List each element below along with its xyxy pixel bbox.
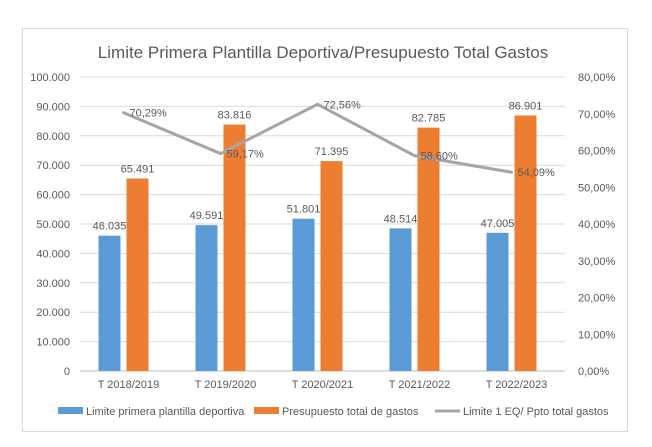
y-right-tick-label: 60,00% (578, 146, 616, 158)
y-left-tick-label: 10.000 (36, 337, 70, 349)
y-left-tick-label: 80.000 (36, 131, 70, 143)
y-right-tick-label: 20,00% (578, 293, 616, 305)
y-left-tick-label: 50.000 (36, 219, 70, 231)
line-point (219, 152, 222, 156)
legend-label: Limite 1 EQ/ Ppto total gastos (463, 406, 609, 418)
bar-data-label: 51.801 (287, 204, 321, 216)
bar (389, 228, 412, 371)
bar-data-label: 86.901 (509, 101, 543, 113)
y-right-tick-label: 0,00% (578, 366, 609, 378)
y-right-tick-label: 10,00% (578, 329, 616, 341)
y-right-tick-label: 70,00% (578, 109, 616, 121)
legend-swatch (58, 407, 83, 414)
line-point (510, 170, 513, 174)
x-tick-label: T 2021/2022 (389, 379, 451, 391)
line-data-label: 72,56% (324, 99, 362, 111)
bar-data-label: 49.591 (190, 210, 224, 222)
x-tick-label: T 2022/2023 (486, 379, 548, 391)
chart-title: Limite Primera Plantilla Deportiva/Presu… (98, 43, 548, 62)
y-right-tick-label: 40,00% (578, 219, 616, 231)
bar-data-label: 82.785 (412, 113, 446, 125)
bar (514, 115, 537, 371)
legend-label: Limite primera plantilla deportiva (86, 406, 245, 418)
y-left-tick-label: 60.000 (36, 190, 70, 202)
y-left-tick-label: 90.000 (36, 101, 70, 113)
bar-data-label: 65.491 (121, 163, 155, 175)
y-left-tick-label: 0 (64, 366, 70, 378)
bar (292, 218, 315, 371)
bar-data-label: 46.035 (93, 221, 127, 233)
line-point (122, 111, 125, 115)
y-left-tick-label: 30.000 (36, 278, 70, 290)
legend-label: Presupuesto total de gastos (282, 406, 419, 418)
line-point (316, 102, 319, 106)
y-left-tick-label: 40.000 (36, 248, 70, 260)
x-tick-label: T 2019/2020 (195, 379, 257, 391)
bar (320, 161, 343, 371)
y-left-tick-label: 70.000 (36, 160, 70, 172)
line-data-label: 58,60% (421, 151, 459, 163)
y-right-tick-label: 50,00% (578, 182, 616, 194)
line-data-label: 54,09% (518, 167, 556, 179)
bar-data-label: 83.816 (218, 110, 252, 122)
bar (126, 178, 149, 371)
chart-frame (22, 28, 628, 432)
legend-swatch (254, 407, 279, 414)
bar (195, 225, 218, 371)
bar-data-label: 48.514 (384, 213, 418, 225)
bar (98, 235, 121, 371)
bar-data-label: 47.005 (481, 218, 515, 230)
y-left-tick-label: 20.000 (36, 307, 70, 319)
bar (417, 127, 440, 372)
line-data-label: 70,29% (130, 108, 168, 120)
line-point (413, 154, 416, 158)
y-right-tick-label: 80,00% (578, 72, 616, 84)
bar (486, 232, 509, 371)
line-data-label: 59,17% (227, 149, 265, 161)
x-tick-label: T 2018/2019 (98, 379, 160, 391)
bar (223, 124, 246, 371)
bar-data-label: 71.395 (315, 146, 349, 158)
x-tick-label: T 2020/2021 (292, 379, 354, 391)
y-right-tick-label: 30,00% (578, 256, 616, 268)
y-left-tick-label: 100.000 (30, 72, 70, 84)
